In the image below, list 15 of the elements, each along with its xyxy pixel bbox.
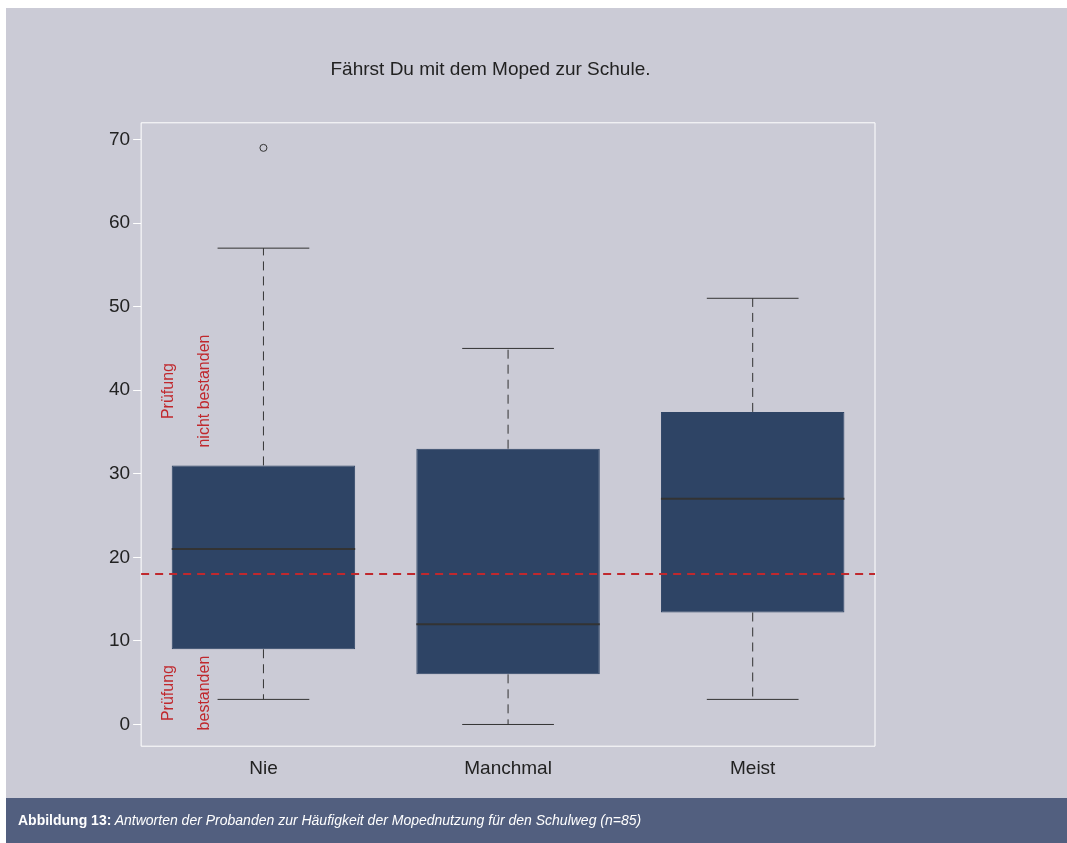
chart-title: Fährst Du mit dem Moped zur Schule. — [330, 57, 651, 79]
text: Abbildung 13: Antworten der Probanden zur Häufigkeit der Mopednutzung für den Schulweg (n=85) — [18, 812, 642, 828]
annotation: Prüfung bestanden — [158, 655, 212, 731]
y-tick-label: 20 — [108, 545, 131, 567]
y-tick-label: 40 — [108, 378, 131, 400]
x-tick-label: Nie — [249, 756, 278, 778]
x-tick-label: Manchmal — [464, 756, 552, 778]
x-tick-label: Meist — [729, 756, 777, 778]
y-tick-label: 60 — [108, 211, 131, 233]
y-tick-label: 30 — [108, 462, 131, 484]
annotation: Prüfung nicht bestanden — [158, 334, 212, 448]
y-tick-label: 10 — [108, 629, 131, 651]
y-tick-label: 0 — [119, 712, 131, 734]
y-tick-label: 70 — [108, 127, 131, 149]
y-tick-label: 50 — [108, 294, 131, 316]
